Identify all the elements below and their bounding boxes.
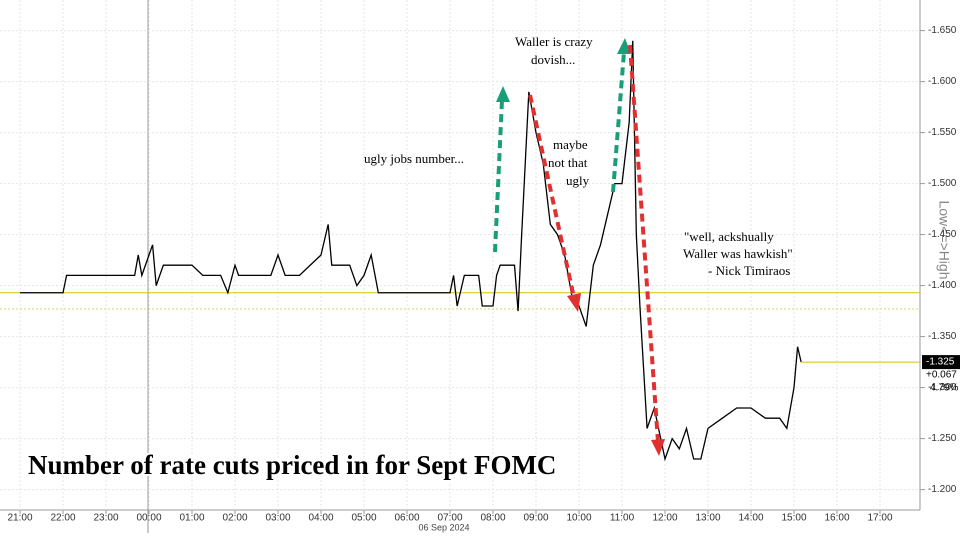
last-box: [922, 355, 960, 370]
x-tick-label: 05:00: [351, 513, 376, 524]
y-tick-label: -1.650: [928, 25, 957, 36]
annotation: maybe: [553, 137, 588, 152]
annotation: ugly: [566, 173, 590, 188]
x-tick-label: 03:00: [265, 513, 290, 524]
x-tick-label: 21:00: [7, 513, 32, 524]
x-tick-label: 16:00: [824, 513, 849, 524]
down-arrow: [628, 44, 660, 443]
x-tick-label: 00:00: [136, 513, 161, 524]
x-tick-label: 14:00: [738, 513, 763, 524]
y-tick-label: -1.500: [928, 178, 957, 189]
x-tick-label: 13:00: [695, 513, 720, 524]
y-tick-label: -1.200: [928, 484, 957, 495]
y-tick-label: -1.350: [928, 331, 957, 342]
line: [20, 40, 802, 462]
x-tick-label: 10:00: [566, 513, 591, 524]
date-label: 06 Sep 2024: [418, 522, 469, 532]
x-tick-label: 08:00: [480, 513, 505, 524]
annotation: Waller is crazy: [515, 34, 593, 49]
down-arrow: [528, 94, 576, 299]
x-tick-label: 09:00: [523, 513, 548, 524]
last-change-pct: 4.79%: [930, 383, 958, 394]
x-tick-label: 15:00: [781, 513, 806, 524]
y-tick-label: -1.550: [928, 127, 957, 138]
arrow-head: [567, 293, 581, 312]
last-label: -1.325: [926, 357, 955, 368]
x-tick-label: 12:00: [652, 513, 677, 524]
x-tick-label: 23:00: [93, 513, 118, 524]
x-tick-label: 22:00: [50, 513, 75, 524]
annotation: - Nick Timiraos: [708, 263, 790, 278]
y-tick-label: -1.300: [928, 382, 957, 393]
y-tick-label: -1.400: [928, 280, 957, 291]
annotation: "well, ackshually: [684, 229, 774, 244]
x-tick-label: 04:00: [308, 513, 333, 524]
x-tick-label: 11:00: [610, 513, 635, 524]
arrow-head: [496, 86, 510, 102]
annotation: not that: [548, 155, 588, 170]
annotation: Waller was hawkish": [683, 246, 793, 261]
x-tick-label: 02:00: [222, 513, 247, 524]
y-tick-label: -1.600: [928, 76, 957, 87]
last-change: +0.067: [926, 370, 957, 381]
x-tick-label: 01:00: [179, 513, 204, 524]
y-tick-label: -1.250: [928, 433, 957, 444]
x-tick-label: 17:00: [867, 513, 892, 524]
arrows: [493, 38, 665, 456]
annotation: dovish...: [531, 52, 575, 67]
x-tick-label: 07:00: [437, 513, 462, 524]
annotation: ugly jobs number...: [364, 151, 464, 166]
chart-title: Number of rate cuts priced in for Sept F…: [28, 450, 556, 480]
up-arrow: [611, 51, 626, 193]
x-tick-label: 06:00: [394, 513, 419, 524]
arrow-head: [617, 38, 631, 54]
arrow-head: [651, 439, 665, 456]
y-axis-label: Low<=>High: [936, 200, 952, 279]
y-tick-label: -1.450: [928, 229, 957, 240]
